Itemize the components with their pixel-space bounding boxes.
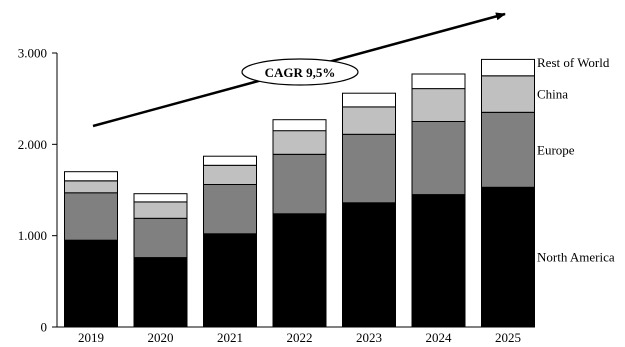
x-tick-label-2022: 2022 [287,330,313,345]
legend-label-rest-of-world: Rest of World [537,55,610,70]
y-tick-label: 2.000 [18,137,47,152]
bar-segment-rest-of-world-2020 [133,193,188,203]
legend-label-china: China [537,87,568,102]
bar-segment-china-2023 [342,106,396,135]
x-tick-label-2021: 2021 [217,330,243,345]
bar-segment-europe-2024 [411,121,466,196]
legend-group: North America Europe China Rest of World [537,55,615,265]
cagr-badge [241,58,359,86]
bars-group [64,58,535,328]
x-tick-label-2020: 2020 [148,330,174,345]
cagr-label: CAGR 9,5% [265,65,336,80]
bar-segment-north-america-2025 [481,186,535,328]
bar-segment-europe-2020 [133,217,188,259]
bar-segment-north-america-2020 [133,257,188,328]
bar-segment-rest-of-world-2019 [64,171,118,182]
x-tick-label-2025: 2025 [495,330,521,345]
x-tick-label-2024: 2024 [426,330,453,345]
bar-segment-north-america-2019 [64,239,118,328]
bar-segment-europe-2023 [342,133,396,204]
y-tick-label: 0 [41,320,48,335]
bar-segment-europe-2025 [481,111,535,188]
bar-segment-china-2024 [411,88,466,122]
bar-segment-china-2020 [133,201,188,219]
bar-segment-china-2019 [64,180,118,194]
x-tick-label-2023: 2023 [356,330,382,345]
bar-segment-north-america-2024 [411,194,466,328]
bar-segment-rest-of-world-2022 [272,119,327,132]
bar-segment-europe-2022 [272,153,327,215]
bar-segment-rest-of-world-2021 [203,155,257,166]
bar-segment-europe-2021 [203,184,257,235]
bar-segment-europe-2019 [64,192,118,241]
bar-segment-china-2025 [481,75,535,113]
x-tick-label-2019: 2019 [78,330,104,345]
bar-segment-rest-of-world-2024 [411,73,466,90]
y-tick-label: 3.000 [18,46,47,61]
bar-segment-rest-of-world-2025 [481,58,535,77]
axes-group: 2019 2020 2021 2022 2023 2024 2025 0 1.000 2.000 3… [18,46,527,345]
cagr-annotation: CAGR 9,5% [92,12,506,128]
legend-label-north-america: North America [537,250,615,265]
bar-segment-china-2022 [272,130,327,155]
bar-segment-china-2021 [203,164,257,186]
bar-segment-north-america-2021 [203,233,257,328]
bar-segment-rest-of-world-2023 [342,92,396,108]
legend-label-europe: Europe [537,142,575,157]
y-tick-label: 1.000 [18,228,47,243]
bar-segment-north-america-2023 [342,202,396,328]
bar-segment-north-america-2022 [272,213,327,328]
